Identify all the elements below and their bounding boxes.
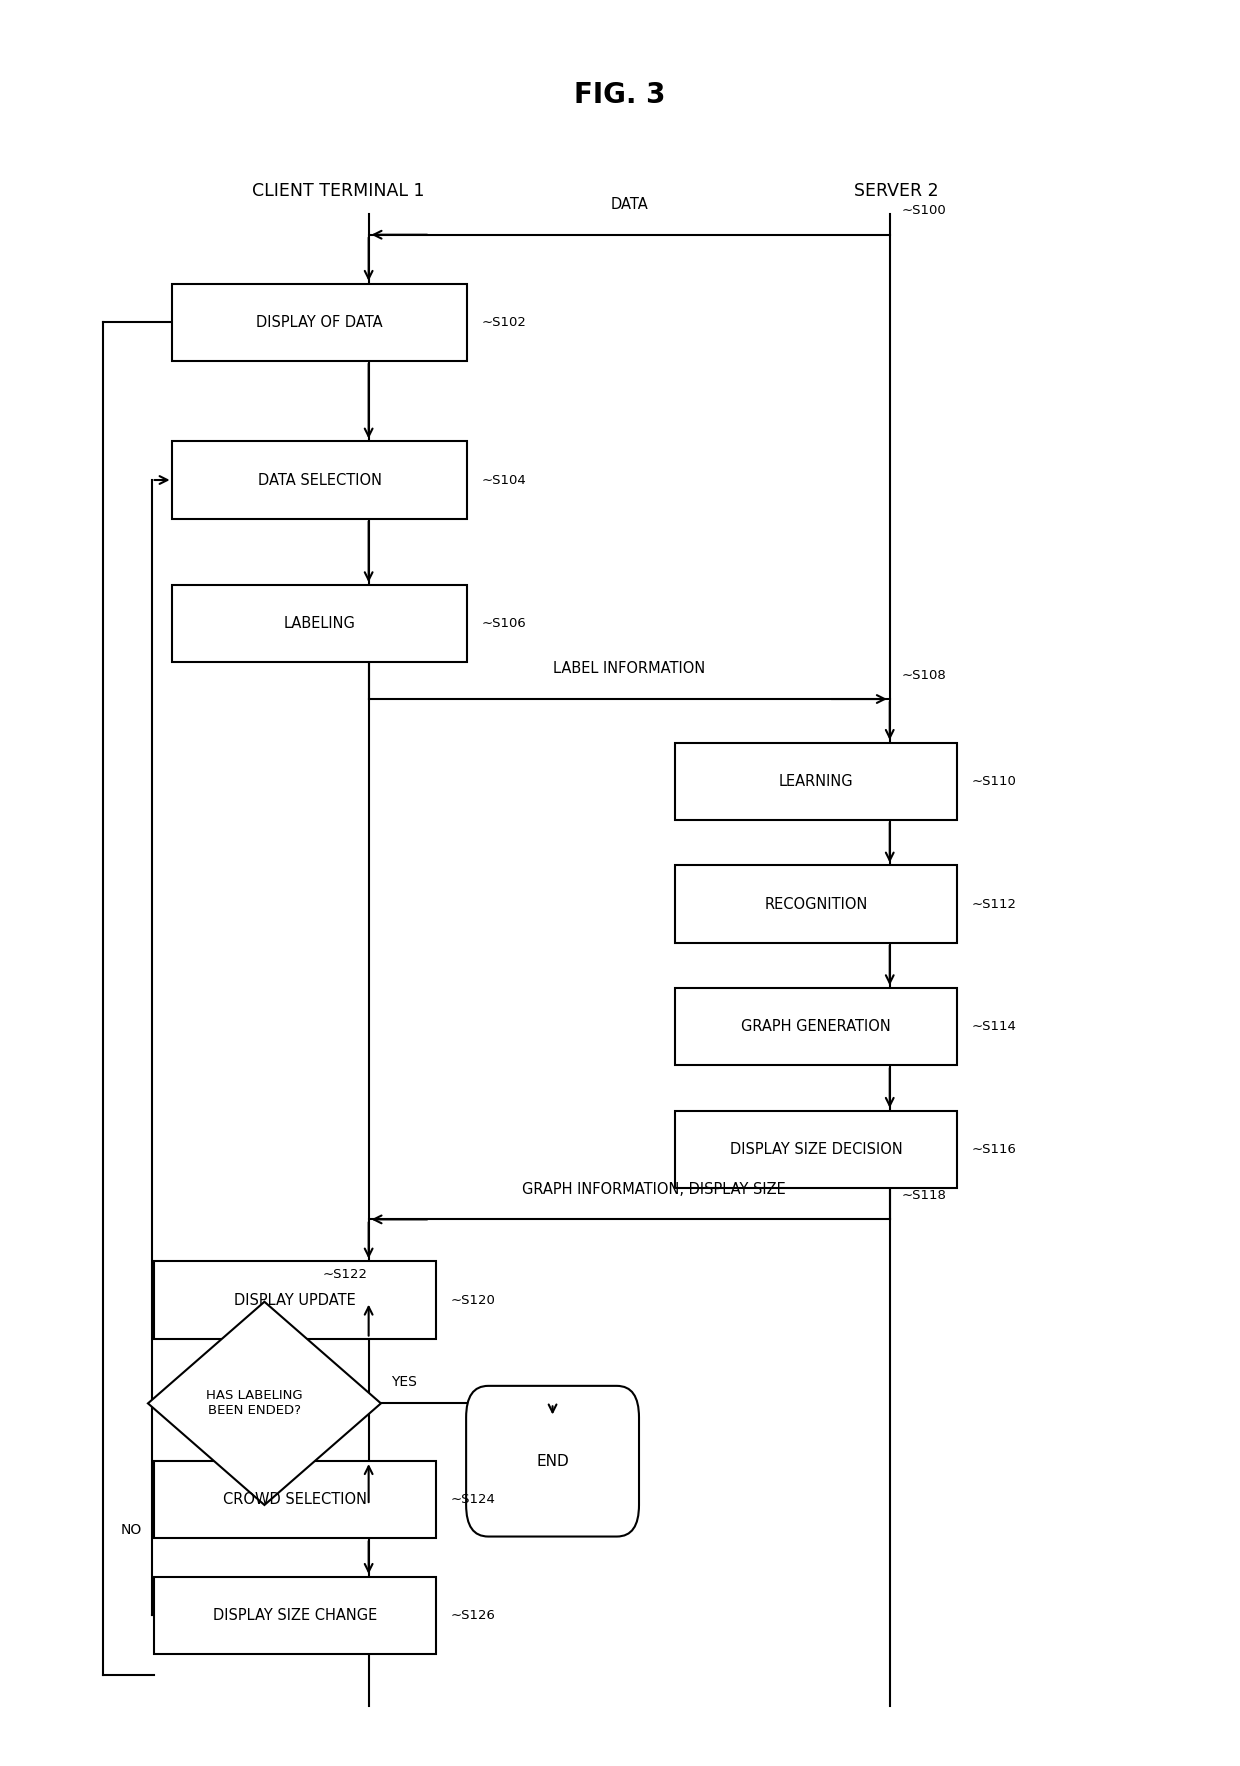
FancyBboxPatch shape [466, 1386, 639, 1536]
Text: ∼S126: ∼S126 [451, 1609, 496, 1621]
Polygon shape [148, 1302, 381, 1505]
Text: YES: YES [391, 1376, 417, 1390]
Text: SERVER 2: SERVER 2 [853, 182, 939, 200]
Text: ∼S122: ∼S122 [322, 1268, 368, 1280]
Text: CLIENT TERMINAL 1: CLIENT TERMINAL 1 [252, 182, 424, 200]
Text: NO: NO [120, 1522, 141, 1536]
Text: DISPLAY SIZE DECISION: DISPLAY SIZE DECISION [730, 1143, 903, 1157]
FancyBboxPatch shape [154, 1261, 436, 1339]
Text: DATA: DATA [610, 198, 649, 212]
Text: ∼S110: ∼S110 [972, 775, 1017, 788]
Text: ∼S120: ∼S120 [451, 1293, 496, 1307]
Text: DISPLAY SIZE CHANGE: DISPLAY SIZE CHANGE [213, 1607, 377, 1623]
Text: DISPLAY UPDATE: DISPLAY UPDATE [234, 1293, 356, 1307]
Text: ∼S116: ∼S116 [972, 1143, 1017, 1155]
FancyBboxPatch shape [675, 989, 957, 1065]
Text: CROWD SELECTION: CROWD SELECTION [223, 1492, 367, 1506]
Text: ∼S104: ∼S104 [481, 473, 526, 486]
FancyBboxPatch shape [172, 442, 466, 519]
Text: LABELING: LABELING [284, 616, 356, 630]
Text: ∼S100: ∼S100 [901, 205, 947, 217]
FancyBboxPatch shape [675, 865, 957, 943]
Text: DATA SELECTION: DATA SELECTION [258, 473, 382, 487]
Text: GRAPH INFORMATION, DISPLAY SIZE: GRAPH INFORMATION, DISPLAY SIZE [522, 1181, 786, 1197]
Text: ∼S118: ∼S118 [901, 1189, 947, 1203]
Text: GRAPH GENERATION: GRAPH GENERATION [742, 1019, 892, 1035]
Text: ∼S102: ∼S102 [481, 316, 526, 328]
Text: ∼S106: ∼S106 [481, 616, 526, 630]
FancyBboxPatch shape [675, 1111, 957, 1189]
Text: END: END [536, 1453, 569, 1469]
Text: ∼S108: ∼S108 [901, 669, 947, 682]
Text: ∼S124: ∼S124 [451, 1494, 496, 1506]
Text: RECOGNITION: RECOGNITION [765, 897, 868, 911]
FancyBboxPatch shape [172, 284, 466, 360]
Text: DISPLAY OF DATA: DISPLAY OF DATA [257, 314, 383, 330]
Text: FIG. 3: FIG. 3 [574, 81, 666, 108]
Text: ∼S112: ∼S112 [972, 897, 1017, 911]
FancyBboxPatch shape [154, 1460, 436, 1538]
Text: LABEL INFORMATION: LABEL INFORMATION [553, 660, 706, 676]
FancyBboxPatch shape [172, 585, 466, 662]
Text: ∼S114: ∼S114 [972, 1021, 1017, 1033]
FancyBboxPatch shape [154, 1577, 436, 1655]
Text: LEARNING: LEARNING [779, 774, 853, 789]
FancyBboxPatch shape [675, 743, 957, 819]
Text: HAS LABELING
BEEN ENDED?: HAS LABELING BEEN ENDED? [206, 1390, 303, 1418]
